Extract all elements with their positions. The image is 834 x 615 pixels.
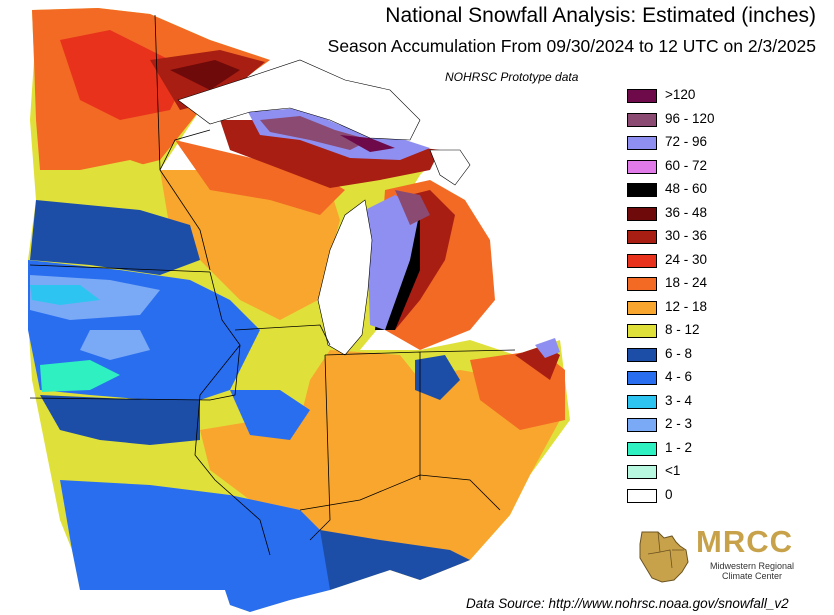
legend-item: 3 - 4 — [627, 392, 747, 416]
state-borders — [29, 14, 516, 556]
legend-swatch — [627, 206, 657, 221]
zone-12-18 — [300, 350, 420, 440]
legend-label: 3 - 4 — [665, 392, 693, 408]
legend-label: <1 — [665, 463, 681, 478]
legend-swatch — [627, 324, 657, 338]
legend-swatch — [627, 347, 657, 362]
legend-label: 72 - 96 — [665, 134, 708, 149]
legend-swatch — [627, 89, 657, 103]
legend-label: 24 - 30 — [665, 251, 708, 267]
zone-30-36 — [220, 120, 440, 188]
legend-swatch — [627, 418, 657, 432]
legend-label: 60 - 72 — [665, 157, 708, 173]
legend-label: 2 - 3 — [665, 416, 693, 431]
zone-6-8 — [30, 200, 200, 275]
legend: >120 96 - 120 72 - 96 60 - 72 48 - 60 36 - 48… — [627, 86, 747, 509]
legend-swatch — [627, 371, 657, 385]
legend-swatch — [627, 112, 657, 127]
legend-item: 36 - 48 — [627, 204, 747, 228]
legend-swatch — [627, 253, 657, 268]
legend-swatch — [627, 183, 657, 197]
legend-item: 30 - 36 — [627, 227, 747, 251]
lake-superior — [177, 59, 421, 141]
legend-item: 1 - 2 — [627, 439, 747, 463]
zone-96-120 — [395, 190, 430, 225]
legend-swatch — [627, 465, 657, 479]
logo-wordmark: MRCC — [696, 524, 793, 559]
logo-subtitle: Midwestern Regional Climate Center — [709, 561, 795, 581]
legend-label: 30 - 36 — [665, 228, 708, 243]
zone-6-8 — [415, 355, 460, 400]
legend-item: 12 - 18 — [627, 298, 747, 322]
midwest-map-icon — [639, 531, 689, 583]
legend-label: 4 - 6 — [665, 369, 693, 384]
zone-3-4 — [30, 285, 100, 305]
legend-swatch — [627, 488, 657, 503]
legend-item: 72 - 96 — [627, 133, 747, 157]
legend-label: 48 - 60 — [665, 181, 708, 196]
zone-12-18 — [40, 160, 160, 210]
legend-item: 96 - 120 — [627, 110, 747, 134]
zone-2-3 — [80, 330, 150, 360]
legend-label: 6 - 8 — [665, 345, 693, 361]
legend-swatch — [627, 441, 657, 456]
legend-label: 0 — [665, 486, 673, 502]
legend-label: 12 - 18 — [665, 298, 708, 314]
legend-item: 60 - 72 — [627, 157, 747, 181]
legend-swatch — [627, 277, 657, 291]
legend-label: 8 - 12 — [665, 322, 700, 337]
legend-item: 0 — [627, 486, 747, 510]
legend-item: 48 - 60 — [627, 180, 747, 204]
zone-72-96 — [535, 338, 560, 358]
legend-label: 96 - 120 — [665, 110, 715, 126]
mrcc-logo: MRCC Midwestern Regional Climate Center — [636, 524, 816, 588]
legend-swatch — [627, 394, 657, 409]
zone-6-8 — [40, 395, 200, 445]
legend-swatch — [627, 230, 657, 244]
zone-gt-120 — [340, 135, 395, 152]
legend-swatch — [627, 159, 657, 174]
legend-item: 24 - 30 — [627, 251, 747, 275]
zone-36-48 — [170, 60, 240, 90]
legend-label: 18 - 24 — [665, 275, 708, 290]
zone-6-8 — [320, 530, 470, 590]
legend-label: 1 - 2 — [665, 439, 693, 455]
legend-item: 18 - 24 — [627, 274, 747, 298]
zone-72-96 — [365, 195, 420, 330]
prototype-note: NOHRSC Prototype data — [445, 70, 579, 84]
legend-swatch — [627, 300, 657, 315]
data-source: Data Source: http://www.nohrsc.noaa.gov/… — [466, 596, 789, 611]
zone-4-6 — [230, 390, 310, 440]
map-title: National Snowfall Analysis: Estimated (i… — [385, 4, 816, 27]
map-subtitle: Season Accumulation From 09/30/2024 to 1… — [327, 36, 816, 56]
legend-item: 2 - 3 — [627, 415, 747, 439]
legend-item: 8 - 12 — [627, 321, 747, 345]
zone-96-120 — [260, 116, 370, 150]
legend-item: <1 — [627, 462, 747, 486]
legend-swatch — [627, 136, 657, 150]
lake-huron — [429, 149, 471, 186]
legend-item: 6 - 8 — [627, 345, 747, 369]
zone-4-6 — [60, 480, 330, 612]
lake-michigan — [317, 199, 373, 356]
zone-1-2 — [40, 360, 120, 392]
legend-item: 4 - 6 — [627, 368, 747, 392]
legend-label: >120 — [665, 87, 696, 102]
legend-item: >120 — [627, 86, 747, 110]
zone-18-24 — [175, 140, 345, 215]
legend-label: 36 - 48 — [665, 204, 708, 220]
